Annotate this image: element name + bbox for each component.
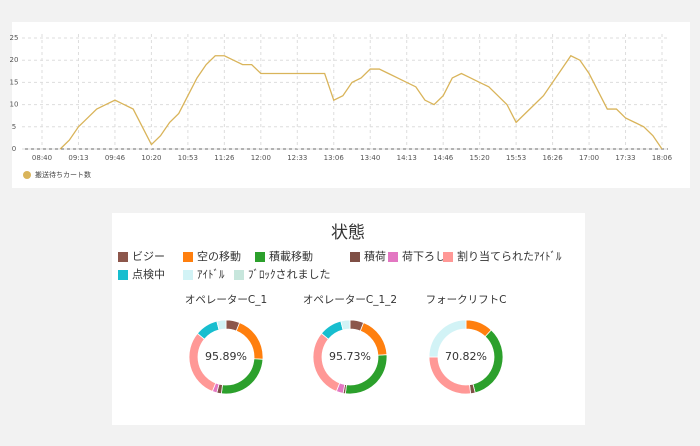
legend-marker (118, 252, 128, 262)
y-tick-label: 0 (12, 145, 16, 153)
y-tick-label: 15 (10, 78, 19, 86)
legend-label: 割り当てられたｱｲﾄﾞﾙ (457, 249, 562, 263)
legend-marker (183, 270, 193, 280)
legend-marker (255, 252, 265, 262)
donut-segment (216, 319, 227, 331)
center-label: 70.82% (445, 350, 487, 363)
legend-label: 空の移動 (197, 249, 241, 263)
legend-label: 積荷 (364, 249, 386, 263)
x-tick-label: 18:06 (652, 154, 673, 162)
x-tick-label: 16:26 (542, 154, 563, 162)
x-tick-label: 09:13 (68, 154, 88, 162)
x-tick-label: 10:20 (141, 154, 161, 162)
data-line (59, 54, 663, 150)
legend-marker (388, 252, 398, 262)
donut-segment (428, 319, 467, 358)
x-tick-label: 15:20 (470, 154, 490, 162)
legend-marker (443, 252, 453, 262)
y-tick-label: 5 (12, 123, 16, 131)
donut-segment (340, 319, 351, 331)
x-tick-label: 17:00 (579, 154, 599, 162)
x-tick-label: 17:33 (615, 154, 635, 162)
legend-marker (234, 270, 244, 280)
legend-label: 点検中 (132, 267, 165, 281)
y-tick-label: 10 (10, 101, 19, 109)
legend-label: ﾌﾞﾛｯｸされました (248, 268, 331, 281)
legend-marker (350, 252, 360, 262)
y-tick-label: 25 (10, 34, 19, 42)
legend-marker (183, 252, 193, 262)
x-tick-label: 13:40 (360, 154, 380, 162)
x-tick-label: 15:53 (506, 154, 526, 162)
x-tick-label: 14:13 (397, 154, 417, 162)
x-tick-label: 08:40 (32, 154, 52, 162)
y-tick-label: 20 (10, 56, 19, 64)
x-tick-label: 11:26 (214, 154, 235, 162)
donut-chart-title: オペレーターC_1 (185, 294, 267, 306)
donut-chart-title: オペレーターC_1_2 (303, 294, 397, 306)
center-label: 95.73% (329, 350, 371, 363)
donut-chart-title: フォークリフトC (426, 294, 507, 306)
x-tick-label: 09:46 (105, 154, 126, 162)
legend-marker (23, 171, 31, 179)
legend-label: ビジー (132, 250, 165, 263)
legend-label: 荷下ろし (402, 250, 446, 263)
x-tick-label: 10:53 (178, 154, 198, 162)
legend-label: ｱｲﾄﾞﾙ (197, 268, 225, 281)
x-tick-label: 14:46 (433, 154, 454, 162)
legend-marker (118, 270, 128, 280)
x-tick-label: 12:33 (287, 154, 307, 162)
center-label: 95.89% (205, 350, 247, 363)
x-tick-label: 12:00 (251, 154, 271, 162)
donut-title: 状態 (331, 223, 365, 243)
legend-label: 搬送待ちカート数 (35, 170, 91, 179)
legend-label: 積載移動 (269, 249, 313, 263)
x-tick-label: 13:06 (324, 154, 345, 162)
